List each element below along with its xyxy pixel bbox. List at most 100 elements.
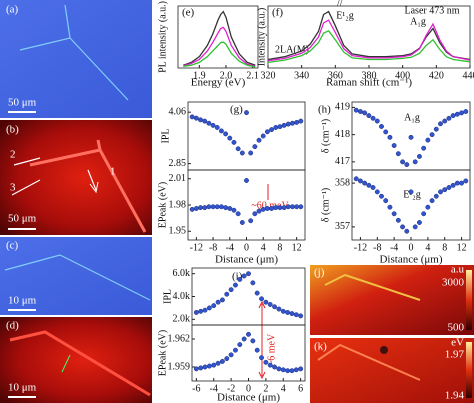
data-point: [294, 119, 300, 125]
data-point: [357, 178, 363, 184]
data-point: [293, 312, 299, 318]
data-point: [239, 150, 245, 156]
data-point: [244, 110, 249, 116]
data-point: [425, 137, 431, 143]
data-point: [289, 311, 295, 317]
x-tick-label: 340: [294, 70, 309, 81]
panel-label: (i): [232, 271, 243, 283]
image-j: (j) a.u 3000 500: [310, 264, 474, 335]
data-point: [442, 118, 448, 124]
y-axis-label: δ (cm⁻¹): [320, 188, 331, 222]
data-point: [408, 189, 414, 195]
y-axis-label: IPL: [160, 129, 171, 144]
data-point: [281, 122, 287, 128]
data-point: [276, 306, 282, 312]
panel-label: (h): [318, 104, 331, 116]
annotation: E¹₂g: [336, 10, 354, 21]
plot-frame: [191, 267, 306, 326]
data-point: [239, 220, 245, 225]
data-point: [260, 206, 266, 212]
x-axis-label: Distance (μm): [215, 254, 278, 266]
x-tick-label: 400: [395, 70, 410, 81]
data-point: [273, 205, 279, 211]
data-point: [246, 271, 251, 277]
x-axis-label: Raman shift (cm⁻¹): [326, 77, 412, 89]
x-tick-label: -6: [192, 383, 200, 394]
x-tick-label: 2.1: [246, 70, 259, 81]
data-point: [404, 162, 410, 168]
data-point: [298, 204, 304, 210]
data-point: [211, 303, 217, 309]
y-tick-label: 417: [335, 156, 350, 167]
y-axis-label: δ (cm⁻¹): [320, 119, 331, 153]
line-series: [267, 19, 471, 62]
data-point: [285, 310, 291, 315]
scale-bar-label: 50 μm: [8, 97, 37, 109]
data-point: [370, 185, 376, 190]
data-point: [298, 366, 304, 372]
colorbar-min: 1.94: [445, 390, 465, 402]
data-point: [285, 368, 291, 374]
data-point: [206, 305, 212, 311]
data-point: [446, 115, 452, 121]
data-point: [421, 145, 427, 151]
scale-bar-label: 10 μm: [8, 382, 37, 394]
data-point: [404, 228, 410, 234]
x-axis-label: Energy (eV): [191, 77, 246, 89]
data-point: [254, 347, 260, 353]
y-axis-label: Intensity (a.u.): [256, 8, 267, 67]
data-point: [233, 347, 238, 353]
data-point: [198, 117, 203, 123]
colorbar-max: 1.97: [445, 349, 465, 361]
data-point: [256, 208, 262, 214]
data-point: [290, 204, 295, 210]
data-point: [463, 178, 469, 184]
data-point: [281, 205, 287, 211]
data-point: [454, 180, 460, 186]
data-point: [218, 128, 224, 134]
data-point: [450, 113, 456, 119]
data-point: [438, 121, 443, 127]
data-point: [244, 178, 249, 183]
x-tick-label: 0: [409, 242, 414, 253]
image-a: (a) 50 μm: [0, 0, 152, 118]
data-point: [206, 363, 212, 369]
y-tick-label: 1.98: [169, 199, 187, 210]
panel-label: (k): [314, 341, 327, 353]
x-tick-label: -4: [226, 242, 234, 253]
data-point: [433, 126, 439, 132]
annotation: ~60 meV: [251, 200, 289, 211]
data-point: [215, 299, 221, 305]
data-point: [206, 120, 212, 126]
scale-bar-label: 10 μm: [8, 295, 37, 307]
data-point: [289, 368, 295, 374]
data-point: [254, 290, 260, 296]
data-point: [421, 211, 427, 217]
data-point: [412, 224, 418, 230]
data-point: [273, 125, 279, 130]
x-tick-label: -4: [390, 242, 398, 253]
image-k: (k) eV 1.97 1.94: [310, 337, 474, 403]
y-tick-label: 2.01: [169, 173, 187, 184]
data-point: [357, 109, 363, 114]
x-tick-label: 440: [463, 70, 474, 81]
x-tick-label: 2: [263, 383, 268, 394]
data-point: [400, 224, 406, 230]
scale-bar-label: 50 μm: [8, 213, 37, 225]
marker-label: 2: [10, 149, 16, 161]
data-point: [237, 342, 243, 348]
annotation: E¹₂g: [403, 189, 421, 200]
data-point: [280, 308, 286, 314]
data-point: [189, 114, 195, 120]
data-point: [219, 297, 225, 303]
arrow-head: [258, 300, 266, 380]
panel-label: (d): [6, 320, 19, 332]
data-point: [218, 204, 224, 210]
y-tick-label: 4.0k: [173, 291, 191, 302]
data-point: [206, 204, 212, 210]
y-tick-label: 1.95: [169, 226, 187, 237]
data-point: [294, 204, 300, 210]
marker-label: 3: [10, 182, 16, 194]
data-point: [250, 338, 256, 344]
data-point: [463, 109, 469, 114]
